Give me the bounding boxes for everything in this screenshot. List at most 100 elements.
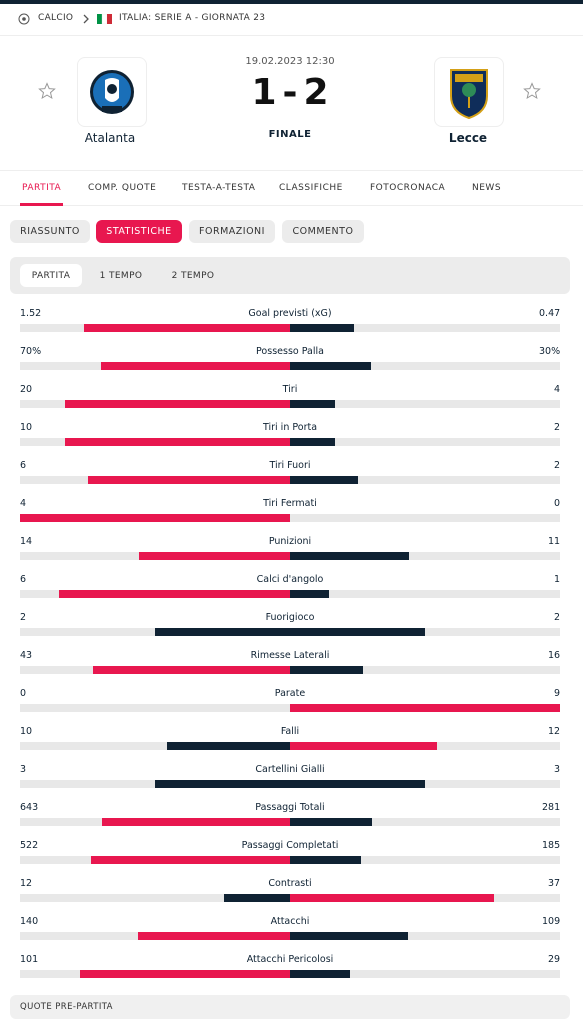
soccer-icon xyxy=(18,13,30,25)
nav-tab[interactable]: TESTA-A-TESTA xyxy=(182,183,256,193)
stat-label: Passaggi Completati xyxy=(241,840,339,851)
nav-tab[interactable]: COMP. QUOTE xyxy=(88,183,157,193)
stat-away-value: 29 xyxy=(548,954,561,965)
stat-home-value: 10 xyxy=(20,422,33,433)
divider xyxy=(0,35,583,36)
sub-tab[interactable]: STATISTICHE xyxy=(96,220,182,243)
stat-away-value: 281 xyxy=(542,802,561,813)
period-tab[interactable]: 2 TEMPO xyxy=(171,270,215,281)
away-team-name[interactable]: Lecce xyxy=(448,131,488,145)
favorite-star[interactable] xyxy=(38,82,56,100)
stat-home-bar xyxy=(155,780,290,788)
stat-label: Possesso Palla xyxy=(256,346,324,357)
stat-away-value: 185 xyxy=(542,840,561,851)
stat-away-value: 30% xyxy=(539,346,561,357)
stat-label: Passaggi Totali xyxy=(255,802,325,813)
nav-tab[interactable]: NEWS xyxy=(472,183,502,193)
score: 1 - 2 xyxy=(190,72,390,113)
stat-label: Tiri in Porta xyxy=(262,422,318,433)
chevron xyxy=(83,14,89,24)
period-tab[interactable]: 1 TEMPO xyxy=(99,270,143,281)
home-logo[interactable] xyxy=(77,57,147,127)
stat-home-bar xyxy=(138,552,290,560)
stat-home-bar xyxy=(102,818,290,826)
italy-flag xyxy=(97,14,112,24)
stat-home-value: 20 xyxy=(20,384,33,395)
stat-label: Falli xyxy=(280,726,300,737)
stat-away-bar xyxy=(290,400,335,408)
stat-label: Punizioni xyxy=(268,536,312,547)
footer-title: QUOTE PRE-PARTITA xyxy=(20,1002,113,1012)
stat-away-bar xyxy=(290,324,354,332)
stat-home-value: 10 xyxy=(20,726,33,737)
period-tabs-bg xyxy=(10,257,570,294)
lecce-crest xyxy=(450,69,488,120)
stat-home-value: 2 xyxy=(20,612,27,623)
stat-home-bar xyxy=(20,514,290,522)
stat-home-value: 4 xyxy=(20,498,27,509)
stat-home-value: 3 xyxy=(20,764,27,775)
stat-home-bar xyxy=(223,894,290,902)
home-team-name[interactable]: Atalanta xyxy=(84,131,136,145)
stat-away-value: 109 xyxy=(542,916,561,927)
sub-tab[interactable]: COMMENTO xyxy=(282,220,364,243)
stat-away-value: 11 xyxy=(548,536,561,547)
stat-away-value: 0.47 xyxy=(539,308,561,319)
stat-home-value: 643 xyxy=(20,802,39,813)
match-status: FINALE xyxy=(268,129,312,140)
away-score: 2 xyxy=(303,72,329,113)
stat-home-bar xyxy=(65,438,290,446)
favorite-star[interactable] xyxy=(523,82,541,100)
stat-label: Tiri xyxy=(282,384,298,395)
stat-away-bar xyxy=(290,704,560,712)
stat-home-bar xyxy=(93,666,290,674)
stat-label: Tiri Fermati xyxy=(263,498,317,509)
stat-away-value: 37 xyxy=(548,878,561,889)
stat-away-bar xyxy=(290,666,364,674)
footer-section[interactable]: QUOTE PRE-PARTITA xyxy=(10,995,570,1019)
home-score: 1 xyxy=(251,72,277,113)
away-logo[interactable] xyxy=(434,57,504,127)
stat-home-value: 12 xyxy=(20,878,33,889)
stat-home-value: 0 xyxy=(20,688,27,699)
stat-away-bar xyxy=(290,780,425,788)
stat-label: Attacchi Pericolosi xyxy=(246,954,334,965)
score-separator: - xyxy=(282,72,298,113)
stat-home-value: 6 xyxy=(20,574,27,585)
stat-away-bar xyxy=(290,628,425,636)
stat-away-bar xyxy=(290,856,361,864)
stat-away-bar xyxy=(290,438,335,446)
period-tab[interactable]: PARTITA xyxy=(20,264,82,287)
stat-away-value: 9 xyxy=(554,688,561,699)
stat-away-value: 2 xyxy=(554,460,561,471)
sub-tab[interactable]: FORMAZIONI xyxy=(189,220,275,243)
stat-home-value: 522 xyxy=(20,840,39,851)
nav-tab[interactable]: FOTOCRONACA xyxy=(370,183,446,193)
stat-home-value: 6 xyxy=(20,460,27,471)
stat-away-bar xyxy=(290,742,438,750)
stat-home-bar xyxy=(80,970,290,978)
breadcrumb-competition[interactable]: ITALIA: SERIE A - GIORNATA 23 xyxy=(119,13,266,23)
divider xyxy=(0,205,583,206)
stat-away-bar xyxy=(290,476,358,484)
breadcrumb-sport[interactable]: CALCIO xyxy=(38,13,74,23)
stat-label: Rimesse Laterali xyxy=(250,650,330,661)
stat-label: Attacchi xyxy=(270,916,310,927)
divider xyxy=(0,170,583,171)
sub-tab[interactable]: RIASSUNTO xyxy=(10,220,90,243)
top-bar xyxy=(0,0,583,4)
nav-tab[interactable]: PARTITA xyxy=(22,183,62,193)
stat-label: Parate xyxy=(274,688,306,699)
stat-away-bar xyxy=(290,818,373,826)
stat-away-value: 2 xyxy=(554,612,561,623)
stat-home-value: 43 xyxy=(20,650,33,661)
stat-away-bar xyxy=(290,552,409,560)
stat-home-bar xyxy=(167,742,290,750)
stat-label: Contrasti xyxy=(268,878,312,889)
stat-home-bar xyxy=(58,590,290,598)
stat-away-value: 2 xyxy=(554,422,561,433)
nav-tab[interactable]: CLASSIFICHE xyxy=(279,183,343,193)
stat-label: Fuorigioco xyxy=(265,612,315,623)
active-tab-underline xyxy=(20,203,63,206)
stat-away-value: 3 xyxy=(554,764,561,775)
